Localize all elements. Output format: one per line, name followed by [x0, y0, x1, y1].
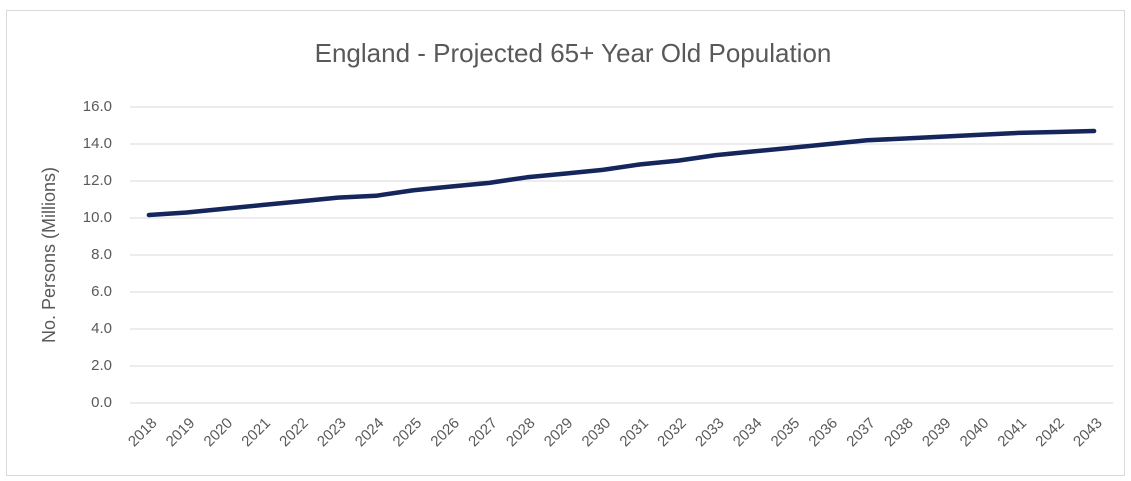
y-tick-label: 16.0: [83, 98, 112, 115]
y-tick-label: 12.0: [83, 172, 112, 189]
y-tick-label: 0.0: [91, 394, 112, 411]
y-tick-label: 10.0: [83, 209, 112, 226]
y-tick-label: 6.0: [91, 283, 112, 300]
series-line: [146, 128, 1097, 218]
chart-frame: [6, 10, 1125, 476]
y-tick-label: 2.0: [91, 357, 112, 374]
y-tick-label: 8.0: [91, 246, 112, 263]
y-tick-label: 14.0: [83, 135, 112, 152]
y-tick-label: 4.0: [91, 320, 112, 337]
chart-title: England - Projected 65+ Year Old Populat…: [315, 38, 832, 68]
y-axis-label: No. Persons (Millions): [39, 167, 59, 343]
